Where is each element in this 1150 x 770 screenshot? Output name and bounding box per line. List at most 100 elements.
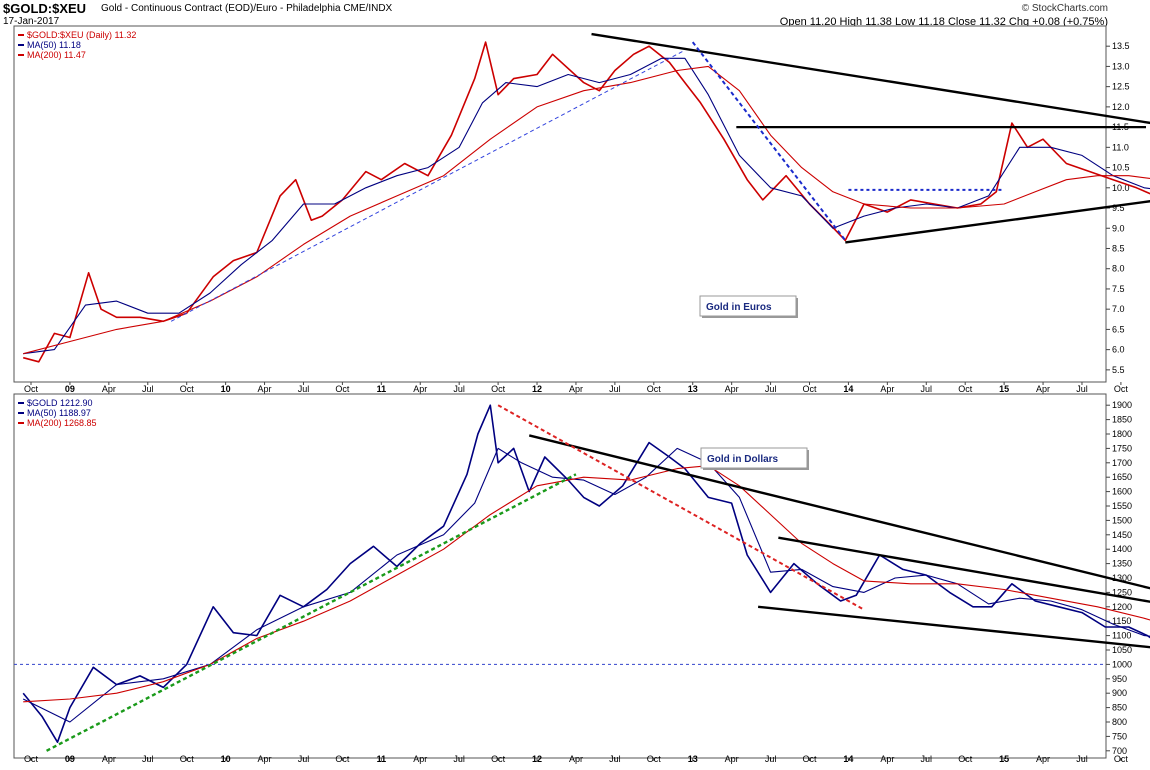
euro-x-tick-label: Jul — [609, 384, 621, 394]
usd-y-tick-label: 1500 — [1112, 515, 1132, 525]
usd-y-tick-label: 800 — [1112, 717, 1127, 727]
usd-green-uptrend-line — [46, 473, 577, 752]
euro-series-ma200-line — [23, 65, 1150, 355]
euro-x-tick-label: 14 — [843, 384, 853, 394]
chart-date: 17-Jan-2017 — [3, 16, 60, 27]
usd-x-tick-label: Oct — [335, 754, 350, 764]
usd-x-tick-label: Oct — [1114, 754, 1129, 764]
usd-plot-frame — [13, 393, 1107, 759]
euro-series-ma50-line — [23, 57, 1150, 355]
usd-x-tick-label: 14 — [843, 754, 853, 764]
usd-y-tick-label: 1750 — [1112, 443, 1132, 453]
usd-x-tick-label: Apr — [102, 754, 116, 764]
euro-y-tick-label: 12.0 — [1112, 102, 1130, 112]
usd-major-downtrend-line — [528, 434, 1150, 590]
usd-x-tick-label: Apr — [725, 754, 739, 764]
brand-watermark: © StockCharts.com — [1021, 3, 1108, 14]
euro-x-tick-label: Oct — [180, 384, 195, 394]
euro-y-tick-label: 5.5 — [1112, 365, 1125, 375]
euro-x-tick-label: Apr — [1036, 384, 1050, 394]
usd-y-tick-label: 1900 — [1112, 400, 1132, 410]
usd-y-tick-label: 750 — [1112, 731, 1127, 741]
euro-x-tick-label: Apr — [725, 384, 739, 394]
usd-x-tick-label: Jul — [921, 754, 933, 764]
euro-x-tick-label: Jul — [298, 384, 310, 394]
usd-x-tick-label: Jul — [765, 754, 777, 764]
usd-y-tick-label: 1850 — [1112, 415, 1132, 425]
usd-y-tick-label: 900 — [1112, 688, 1127, 698]
euro-x-tick-label: Jul — [1076, 384, 1088, 394]
usd-x-tick-label: Oct — [491, 754, 506, 764]
usd-x-tick-label: Jul — [609, 754, 621, 764]
euro-x-tick-label: Apr — [569, 384, 583, 394]
usd-x-tick-label: Jul — [453, 754, 465, 764]
euro-y-tick-label: 7.0 — [1112, 304, 1125, 314]
euro-x-tick-label: Jul — [453, 384, 465, 394]
euro-y-tick-label: 10.5 — [1112, 163, 1130, 173]
euro-y-tick-label: 8.0 — [1112, 264, 1125, 274]
euro-x-tick-label: Oct — [647, 384, 662, 394]
euro-x-tick-label: Oct — [335, 384, 350, 394]
usd-x-tick-label: 10 — [221, 754, 231, 764]
euro-x-tick-label: Oct — [802, 384, 817, 394]
usd-y-tick-label: 1300 — [1112, 573, 1132, 583]
usd-y-tick-label: 1000 — [1112, 659, 1132, 669]
euro-y-tick-label: 12.5 — [1112, 82, 1130, 92]
usd-y-tick-label: 1450 — [1112, 530, 1132, 540]
usd-x-tick-label: Oct — [180, 754, 195, 764]
euro-y-tick-label: 13.0 — [1112, 61, 1130, 71]
usd-x-tick-label: Apr — [569, 754, 583, 764]
euro-x-tick-label: Apr — [880, 384, 894, 394]
usd-y-tick-label: 1350 — [1112, 559, 1132, 569]
euro-blue-dashed-trendline — [170, 49, 686, 322]
euro-plot-frame — [13, 25, 1107, 383]
euro-x-tick-label: Apr — [413, 384, 427, 394]
usd-x-tick-label: Apr — [258, 754, 272, 764]
usd-y-tick-label: 1200 — [1112, 602, 1132, 612]
usd-x-tick-label: Oct — [647, 754, 662, 764]
euro-triangle-lower-trendline — [845, 200, 1150, 244]
euro-y-tick-label: 7.5 — [1112, 284, 1125, 294]
usd-legend-item: MA(200) 1268.85 — [27, 418, 97, 428]
euro-x-tick-label: 13 — [688, 384, 698, 394]
euro-x-tick-label: 11 — [377, 384, 387, 394]
usd-x-tick-label: 11 — [377, 754, 387, 764]
usd-series-ma50-line — [22, 447, 1150, 723]
usd-x-tick-label: 15 — [999, 754, 1009, 764]
usd-x-tick-label: Apr — [413, 754, 427, 764]
euro-x-tick-label: Apr — [258, 384, 272, 394]
usd-series-gold-line — [22, 404, 1150, 744]
usd-y-tick-label: 700 — [1112, 746, 1127, 756]
usd-x-tick-label: 09 — [65, 754, 75, 764]
euro-x-tick-label: 12 — [532, 384, 542, 394]
usd-legend-item: MA(50) 1188.97 — [27, 408, 91, 418]
usd-annotation-box — [700, 447, 808, 469]
usd-y-tick-label: 1650 — [1112, 472, 1132, 482]
usd-legend-item: $GOLD 1212.90 — [27, 398, 93, 408]
euro-x-tick-label: Oct — [24, 384, 39, 394]
euro-y-tick-label: 6.5 — [1112, 324, 1125, 334]
euro-x-tick-label: 15 — [999, 384, 1009, 394]
euro-y-tick-label: 8.5 — [1112, 243, 1125, 253]
usd-y-tick-label: 1600 — [1112, 487, 1132, 497]
usd-y-tick-label: 1150 — [1112, 616, 1131, 626]
usd-x-tick-label: Jul — [298, 754, 310, 764]
euro-legend-item: MA(50) 11.18 — [27, 40, 81, 50]
usd-y-tick-label: 1250 — [1112, 587, 1132, 597]
usd-y-tick-label: 950 — [1112, 674, 1127, 684]
usd-panel: 1900 1850 1800 1750 1700 1650 1600 1550 1500 1450… — [13, 393, 1150, 764]
usd-channel-bottom-line — [757, 605, 1150, 649]
euro-legend-item: $GOLD:$XEU (Daily) 11.32 — [27, 30, 136, 40]
euro-series-goldxeu-line — [22, 41, 1150, 363]
euro-y-tick-label: 9.0 — [1112, 223, 1125, 233]
euro-y-tick-label: 6.0 — [1112, 345, 1125, 355]
usd-x-tick-label: Oct — [958, 754, 973, 764]
usd-x-tick-label: Jul — [1076, 754, 1088, 764]
euro-x-tick-label: Jul — [142, 384, 154, 394]
euro-x-tick-label: 09 — [65, 384, 75, 394]
usd-y-tick-label: 850 — [1112, 703, 1127, 713]
usd-x-tick-label: Oct — [802, 754, 817, 764]
